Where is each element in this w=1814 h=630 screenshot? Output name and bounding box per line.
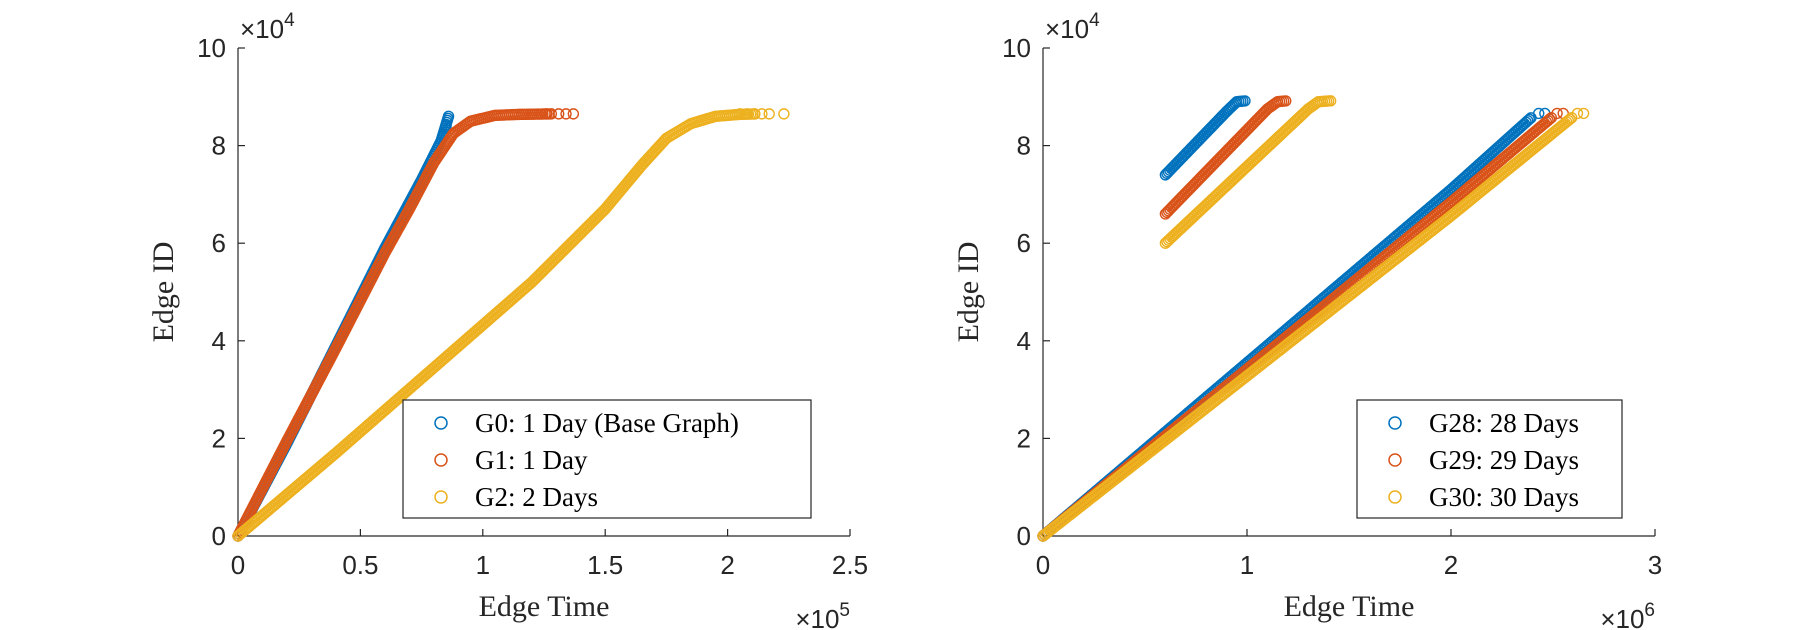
data-point — [545, 108, 558, 120]
x-tick-label: 2.5 — [832, 550, 868, 580]
legend: G28: 28 Days G29: 29 Days G30: 30 Days — [1356, 399, 1623, 519]
y-exponent-power: 4 — [284, 10, 295, 31]
y-tick-label: 8 — [212, 131, 226, 161]
legend: G0: 1 Day (Base Graph) G1: 1 Day G2: 2 Day… — [402, 399, 812, 519]
x-tick-label: 1 — [1240, 550, 1254, 580]
data-point — [734, 108, 746, 120]
x-exponent-base: ×10 — [795, 604, 839, 630]
data-point — [1324, 95, 1337, 107]
legend-label: G30: 30 Days — [1429, 482, 1579, 512]
data-point — [741, 108, 753, 120]
legend-marker — [1388, 416, 1402, 430]
y-exponent-base: ×10 — [240, 14, 284, 44]
data-point — [461, 117, 473, 130]
y-tick-label: 2 — [212, 423, 226, 453]
data-point — [778, 108, 790, 120]
y-tick-label: 10 — [1002, 33, 1031, 63]
legend-label: G28: 28 Days — [1429, 408, 1579, 438]
y-axis-title: Edge ID — [147, 242, 180, 343]
data-point — [1562, 114, 1575, 127]
data-point — [1571, 107, 1584, 120]
data-point — [1577, 107, 1590, 120]
x-tick-label: 2 — [720, 550, 734, 580]
legend-label: G0: 1 Day (Base Graph) — [475, 408, 739, 438]
series-2 — [1037, 95, 1590, 542]
data-point — [756, 108, 768, 120]
data-point — [540, 108, 553, 120]
y-tick-label: 6 — [1017, 228, 1031, 258]
x-axis-title: Edge Time — [479, 590, 610, 623]
y-axis-title: Edge ID — [952, 242, 985, 343]
y-tick-label: 4 — [1017, 326, 1031, 356]
data-point — [1280, 95, 1292, 107]
data-point — [1533, 107, 1545, 120]
y-tick-label: 2 — [1017, 423, 1031, 453]
data-point — [763, 108, 775, 120]
legend-marker — [434, 490, 448, 504]
y-exponent-power: 4 — [1089, 10, 1100, 31]
series-2 — [232, 108, 790, 542]
y-exponent-label: ×104 — [1045, 10, 1100, 44]
legend-marker — [1388, 490, 1402, 504]
data-point — [1551, 107, 1563, 120]
data-point — [1542, 114, 1554, 127]
x-axis-title: Edge Time — [1284, 590, 1415, 623]
x-tick-label: 0 — [231, 550, 245, 580]
data-point — [560, 108, 572, 120]
y-tick-label: 8 — [1017, 131, 1031, 161]
y-tick-label: 4 — [212, 326, 226, 356]
data-point — [1543, 113, 1556, 125]
x-exponent-label: ×105 — [795, 600, 850, 630]
legend-marker — [434, 453, 448, 467]
data-point — [442, 110, 455, 123]
x-exponent-power: 6 — [1644, 600, 1655, 621]
y-tick-label: 6 — [212, 228, 226, 258]
x-exponent-label: ×106 — [1600, 600, 1655, 630]
legend-marker — [434, 416, 448, 430]
y-tick-label: 0 — [212, 521, 226, 551]
x-tick-label: 0 — [1036, 550, 1050, 580]
x-tick-label: 2 — [1444, 550, 1458, 580]
data-point — [1523, 113, 1536, 125]
y-exponent-label: ×104 — [240, 10, 295, 44]
x-tick-label: 1 — [476, 550, 490, 580]
x-tick-label: 1.5 — [587, 550, 623, 580]
x-tick-label: 0.5 — [342, 550, 378, 580]
legend-label: G1: 1 Day — [475, 445, 588, 475]
data-point — [1239, 95, 1251, 107]
x-exponent-base: ×10 — [1600, 604, 1644, 630]
legend-label: G2: 2 Days — [475, 482, 598, 512]
x-tick-label: 3 — [1648, 550, 1662, 580]
y-tick-label: 0 — [1017, 521, 1031, 551]
y-exponent-base: ×10 — [1045, 14, 1089, 44]
data-point — [1522, 115, 1534, 127]
legend-label: G29: 29 Days — [1429, 445, 1579, 475]
legend-box — [402, 399, 812, 519]
data-point — [748, 108, 761, 120]
data-point — [552, 108, 565, 120]
y-tick-label: 10 — [197, 33, 226, 63]
legend-marker — [1388, 453, 1402, 467]
data-point — [1564, 113, 1576, 125]
x-exponent-power: 5 — [839, 600, 850, 621]
data-point — [567, 108, 580, 120]
